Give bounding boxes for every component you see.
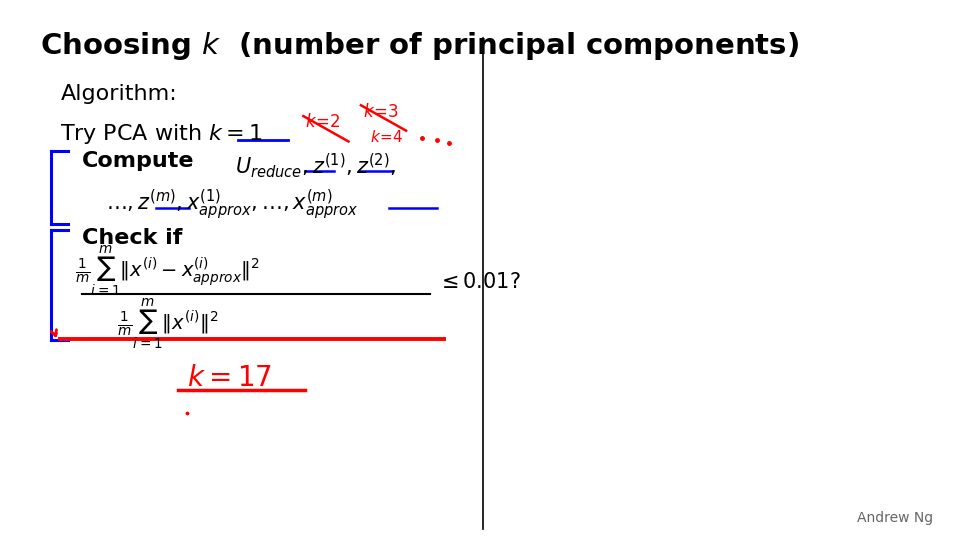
Text: $k\!=\!2$: $k\!=\!2$ — [305, 113, 341, 131]
Text: Andrew Ng: Andrew Ng — [857, 511, 933, 525]
Text: $\frac{1}{m}\sum_{i=1}^{m}\|x^{(i)}\|^2$: $\frac{1}{m}\sum_{i=1}^{m}\|x^{(i)}\|^2$ — [117, 297, 219, 352]
Text: $k = 17$: $k = 17$ — [187, 364, 273, 393]
Text: $k\!=\!3$: $k\!=\!3$ — [363, 103, 398, 120]
Text: $\frac{1}{m}\sum_{i=1}^{m}\|x^{(i)} - x^{(i)}_{approx}\|^2$: $\frac{1}{m}\sum_{i=1}^{m}\|x^{(i)} - x^… — [76, 244, 260, 299]
Text: Check if: Check if — [82, 228, 182, 248]
Text: Try PCA with $k=1$: Try PCA with $k=1$ — [60, 122, 263, 145]
Text: $\ldots, z^{(m)}, x^{(1)}_{approx}, \ldots, x^{(m)}_{approx}$: $\ldots, z^{(m)}, x^{(1)}_{approx}, \ldo… — [106, 188, 358, 222]
Text: $k\!=\!4$: $k\!=\!4$ — [370, 129, 403, 145]
Text: Choosing $k$  (number of principal components): Choosing $k$ (number of principal compon… — [40, 30, 800, 62]
Text: $\leq 0.01?$: $\leq 0.01?$ — [437, 272, 520, 292]
Text: $U_{reduce}, z^{(1)}, z^{(2)},$: $U_{reduce}, z^{(1)}, z^{(2)},$ — [235, 151, 396, 180]
Text: Algorithm:: Algorithm: — [60, 84, 178, 104]
Text: Compute: Compute — [82, 151, 194, 171]
